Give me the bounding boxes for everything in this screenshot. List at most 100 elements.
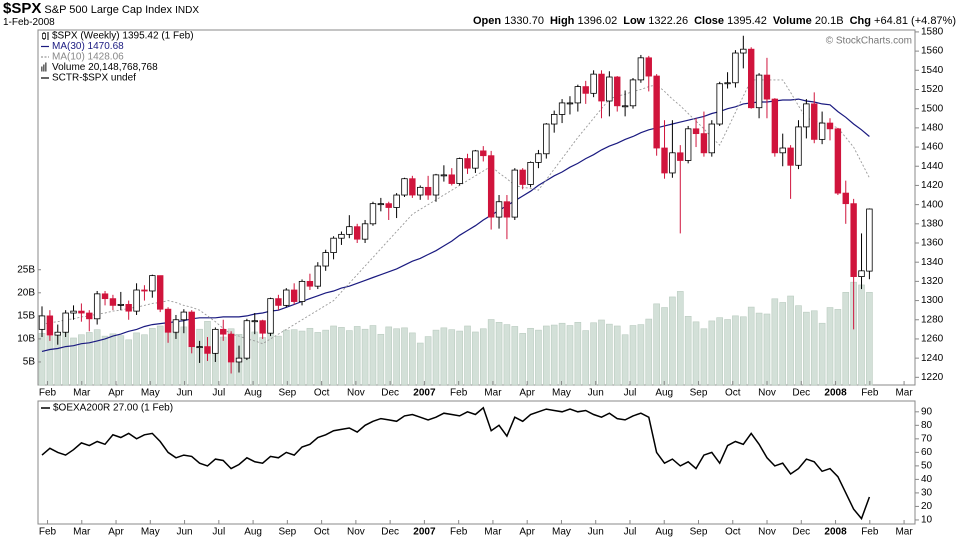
x-tick-label: Jun <box>177 388 193 399</box>
y-tick-label: 1340 <box>921 257 944 268</box>
candle-body <box>708 123 715 154</box>
candle-body <box>109 298 117 306</box>
candle-body <box>614 76 621 107</box>
x-tick-label: Jun <box>588 527 604 538</box>
candle-body <box>290 289 298 302</box>
candle-body <box>188 311 195 348</box>
volume-bar <box>676 291 684 386</box>
candle-body <box>220 328 227 335</box>
x-tick-label: Mar <box>73 527 91 538</box>
x-tick-label: Feb <box>450 527 468 538</box>
candle-body <box>369 203 377 225</box>
legend-icon <box>42 33 46 39</box>
x-tick-label: Nov <box>347 388 365 399</box>
candle-body <box>763 74 771 100</box>
candle-body <box>653 75 660 149</box>
legend-label: MA(30) 1470.68 <box>52 41 124 52</box>
y-tick-label: 1480 <box>921 123 944 134</box>
candle-body <box>409 178 416 196</box>
x-tick-label: 2008 <box>824 388 847 399</box>
y-tick-label: 70 <box>921 433 933 444</box>
candle-body <box>803 103 810 128</box>
volume-bar <box>566 325 574 386</box>
candle-body <box>543 123 550 155</box>
candle-body <box>677 152 684 161</box>
candle-body <box>732 52 739 84</box>
volume-bar <box>645 318 653 386</box>
candle-body <box>338 233 345 239</box>
volume-bar <box>322 329 329 386</box>
candle-body <box>133 289 140 312</box>
x-tick-label: May <box>141 527 160 538</box>
candle-body <box>432 174 440 196</box>
y-tick-label: 1560 <box>921 46 944 57</box>
x-tick-label: Jul <box>624 527 637 538</box>
candle-body <box>346 226 353 235</box>
candle-body <box>78 310 85 314</box>
candle-body <box>172 319 180 333</box>
moving-average <box>41 98 870 352</box>
candle-body <box>86 312 93 320</box>
x-tick-label: Feb <box>39 527 57 538</box>
candle-body <box>724 82 731 85</box>
y-tick-label: 50 <box>921 461 933 472</box>
candle-body <box>283 289 290 306</box>
quote-value: 20.1B <box>814 15 844 27</box>
volume-bar <box>771 298 779 386</box>
candle-body <box>243 320 251 359</box>
volume-bar <box>46 336 54 386</box>
candle-body <box>598 73 605 102</box>
volume-bar <box>606 323 613 386</box>
volume-bar <box>755 312 763 386</box>
x-tick-label: Mar <box>895 388 913 399</box>
volume-bar <box>558 322 566 386</box>
volume-tick-label: 20B <box>17 287 35 298</box>
quote-label: Volume <box>772 15 812 27</box>
volume-bar <box>590 322 597 386</box>
candle-body <box>866 208 873 272</box>
volume-bar <box>543 325 550 386</box>
x-tick-label: Aug <box>244 388 262 399</box>
candle-body <box>385 203 392 208</box>
volume-bar <box>401 327 408 386</box>
candle-body <box>700 133 708 154</box>
x-tick-label: Aug <box>244 527 262 538</box>
x-tick-label: Feb <box>861 527 879 538</box>
volume-bar <box>834 309 842 386</box>
volume-bar <box>259 337 266 386</box>
x-tick-label: Feb <box>861 388 879 399</box>
volume-bar <box>456 330 463 386</box>
volume-bar <box>377 333 385 386</box>
moving-average <box>41 79 870 345</box>
candle-body <box>196 346 203 349</box>
candle-body <box>684 128 692 161</box>
quote-label: Close <box>694 15 725 27</box>
volume-bar <box>661 307 668 386</box>
volume-bar <box>306 327 314 386</box>
volume-bar <box>101 335 109 386</box>
candle-body <box>62 312 69 333</box>
volume-bar <box>684 316 692 386</box>
candle-body <box>456 158 463 184</box>
legend-label: $SPX (Weekly) 1395.42 (1 Feb) <box>52 31 194 42</box>
candle-body <box>645 57 652 77</box>
x-tick-label: Dec <box>381 527 399 538</box>
volume-bar <box>519 333 526 386</box>
y-tick-label: 1300 <box>921 295 944 306</box>
candle-body <box>54 331 61 336</box>
volume-bar <box>763 313 771 386</box>
candle-body <box>361 223 369 240</box>
volume-bar <box>810 310 818 386</box>
y-tick-label: 1400 <box>921 199 944 210</box>
volume-bar <box>290 329 298 386</box>
volume-bar <box>708 320 716 386</box>
x-tick-label: Nov <box>758 388 776 399</box>
candle-body <box>393 194 400 208</box>
quote-value: 1330.70 <box>504 15 544 27</box>
x-tick-label: Apr <box>108 527 124 538</box>
legend-label: Volume 20,148,768,768 <box>52 62 158 73</box>
volume-bar <box>141 334 148 386</box>
candle-body <box>314 265 321 287</box>
candle-body <box>661 147 668 174</box>
x-tick-label: Oct <box>314 527 330 538</box>
